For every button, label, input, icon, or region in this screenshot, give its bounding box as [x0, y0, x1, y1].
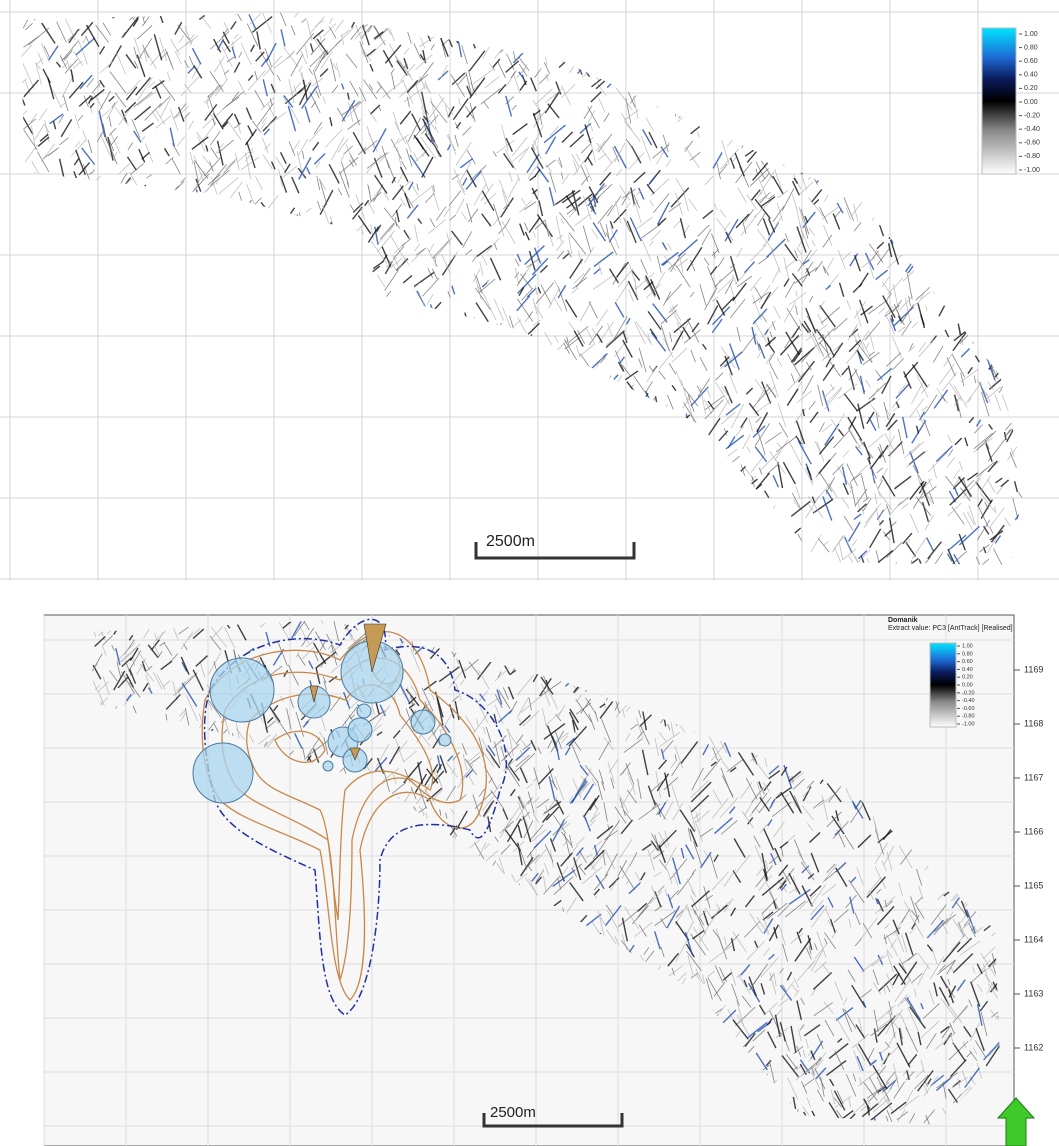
scale-label: 2500m: [486, 533, 535, 550]
colorbar: [982, 28, 1016, 174]
colorbar-label: 0.20: [1024, 85, 1038, 92]
colorbar-label: 0.00: [1024, 99, 1038, 106]
colorbar-label: 0.80: [1024, 44, 1038, 51]
top-panel: 1.00 0.80 0.60 0.40 0.20 0.00 -0.20 -0.40 -0.60 -…: [0, 0, 1059, 590]
colorbar-label: -1.00: [1024, 167, 1040, 174]
page: 1.00 0.80 0.60 0.40 0.20 0.00 -0.20 -0.40 -0.60 -…: [0, 0, 1059, 1146]
colorbar-label: 0.60: [1024, 58, 1038, 65]
panel-bg: [0, 0, 1059, 580]
colorbar-label: -0.60: [1024, 140, 1040, 147]
colorbar-label: -0.80: [1024, 153, 1040, 160]
colorbar-label: -0.40: [1024, 126, 1040, 133]
bottom-panel: Domanik Extract value: PC3 [AntTrack] [R…: [0, 596, 1059, 1146]
colorbar-label: 1.00: [1024, 31, 1038, 38]
colorbar-label: -0.20: [1024, 112, 1040, 119]
colorbar-label: 0.40: [1024, 72, 1038, 79]
